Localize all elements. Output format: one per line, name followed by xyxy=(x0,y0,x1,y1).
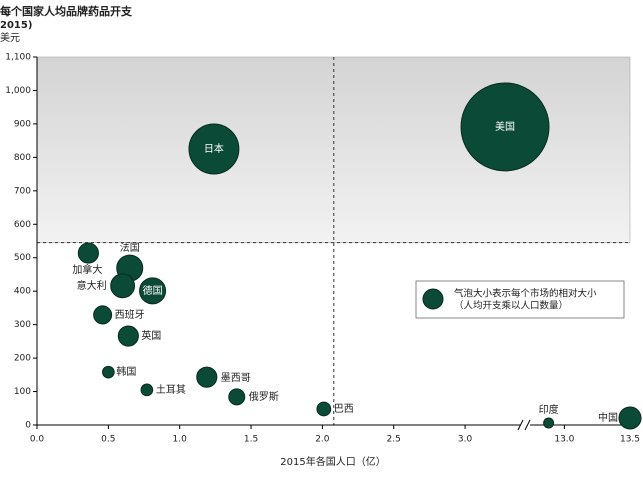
bubble-label: 巴西 xyxy=(334,403,354,415)
bubble xyxy=(117,325,139,347)
legend-box xyxy=(415,280,625,319)
y-tick-label: 1,000 xyxy=(5,86,31,96)
x-axis-label: 2015年各国人口（亿） xyxy=(280,455,385,468)
y-tick-label: 1,100 xyxy=(5,53,31,63)
y-tick-label: 400 xyxy=(14,287,31,297)
x-tick-label: 1.0 xyxy=(173,435,188,445)
bubble-label: 印度 xyxy=(539,403,559,416)
bubble xyxy=(196,366,218,388)
x-tick-label: 13.0 xyxy=(554,435,574,445)
x-tick-label: 3.0 xyxy=(458,435,473,445)
bubble xyxy=(102,365,115,379)
bubble-label: 加拿大 xyxy=(72,263,102,276)
bubble xyxy=(228,388,246,406)
x-tick-label: 1.5 xyxy=(244,435,258,445)
bubble-label: 日本 xyxy=(204,142,224,155)
axis-break-gap xyxy=(520,419,530,431)
bubble-label: 墨西哥 xyxy=(221,372,251,384)
bubble xyxy=(618,406,642,430)
bubble-label: 韩国 xyxy=(116,365,136,378)
bubble xyxy=(543,417,555,429)
x-tick-label: 2.5 xyxy=(387,435,401,445)
x-tick-label: 2.0 xyxy=(315,435,330,445)
bubble-label: 美国 xyxy=(495,120,515,133)
bubble xyxy=(93,305,113,325)
bubble xyxy=(140,383,154,397)
bubble-label: 中国 xyxy=(598,411,618,424)
bubble-label: 土耳其 xyxy=(156,383,186,396)
bubble xyxy=(460,82,550,172)
chart-subtitle: 2015) xyxy=(0,20,32,31)
axis-break xyxy=(517,419,531,431)
y-tick-label: 800 xyxy=(14,153,31,163)
y-axis-label: 美元 xyxy=(0,31,20,44)
x-tick-label: 0.0 xyxy=(30,435,45,445)
y-tick-label: 500 xyxy=(14,253,31,263)
legend-text: 气泡大小表示每个市场的相对大小 xyxy=(454,288,597,300)
bubble-label: 西班牙 xyxy=(115,309,145,321)
bubble-label: 俄罗斯 xyxy=(249,390,279,403)
y-tick-label: 200 xyxy=(14,354,31,364)
bubble-label: 德国 xyxy=(143,284,163,297)
bubble xyxy=(139,277,167,305)
y-tick-label: 900 xyxy=(14,119,31,129)
bubble-label: 法国 xyxy=(120,241,140,254)
y-tick-label: 300 xyxy=(14,320,31,330)
bubble xyxy=(316,401,332,417)
bubble xyxy=(188,123,240,175)
y-tick-label: 600 xyxy=(14,220,31,230)
bubble xyxy=(110,273,136,299)
bubble-label: 意大利 xyxy=(77,279,107,292)
y-tick-label: 100 xyxy=(14,387,31,397)
y-tick-label: 700 xyxy=(14,186,31,196)
x-tick-label: 0.5 xyxy=(101,435,115,445)
chart-title: 每个国家人均品牌药品开支 xyxy=(0,4,133,18)
y-tick-label: 0 xyxy=(25,421,31,431)
x-tick-label: 13.5 xyxy=(620,435,640,445)
legend-text: （人均开支乘以人口数量） xyxy=(454,300,568,312)
legend-marker xyxy=(422,288,444,310)
bubble-label: 英国 xyxy=(141,329,161,342)
bubble xyxy=(77,242,99,264)
